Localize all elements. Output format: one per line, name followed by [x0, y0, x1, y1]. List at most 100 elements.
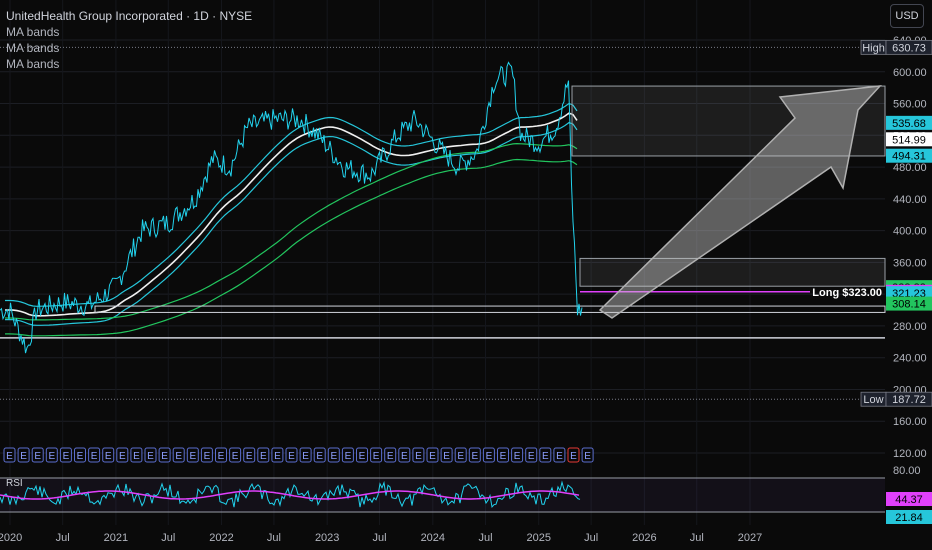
y-tick-label: 240.00 [893, 353, 927, 365]
y-tick-label: 160.00 [893, 416, 927, 428]
earnings-marker-label: E [175, 451, 182, 462]
indicator-ma-bands-2[interactable]: MA bands [6, 41, 60, 55]
x-tick-label: Jul [690, 532, 704, 544]
chart-legend: UnitedHealth Group Incorporated · 1D · N… [6, 8, 252, 72]
earnings-marker [45, 447, 58, 463]
earnings-marker [59, 447, 72, 463]
rsi-tick-label: 80.00 [893, 465, 921, 477]
earnings-marker-label: E [373, 451, 380, 462]
earnings-marker-label: E [34, 451, 41, 462]
ma-band-long-upper [5, 142, 578, 321]
earnings-marker [327, 447, 340, 463]
earnings-marker-label: E [6, 451, 13, 462]
earnings-marker-label: E [77, 451, 84, 462]
earnings-marker [215, 447, 227, 463]
rsi-label: RSI [6, 478, 23, 489]
earnings-marker-label: E [218, 451, 225, 462]
symbol-title[interactable]: UnitedHealth Group Incorporated · 1D · N… [6, 9, 253, 23]
x-tick-label: 2023 [315, 532, 339, 544]
earnings-marker [313, 447, 326, 463]
x-tick-label: 2024 [421, 532, 445, 544]
earnings-marker-label: E [345, 451, 352, 462]
x-tick-label: Jul [584, 532, 598, 544]
earnings-marker-label: E [500, 451, 507, 462]
earnings-marker-label: E [48, 451, 55, 462]
level-value: 630.73 [892, 42, 926, 54]
earnings-marker [356, 447, 368, 463]
earnings-marker-label: E [20, 451, 27, 462]
earnings-marker-label: E [471, 451, 478, 462]
earnings-marker-label: E [443, 451, 450, 462]
rsi-value-label-text: 21.84 [895, 512, 923, 524]
rsi-value-label [886, 510, 932, 524]
x-tick-label: Jul [373, 532, 387, 544]
rsi-ma-line [0, 490, 580, 500]
price-line [0, 61, 583, 354]
earnings-marker [130, 447, 143, 463]
earnings-marker [229, 447, 242, 463]
level-name: High [862, 42, 885, 54]
currency-button[interactable]: USD [890, 4, 924, 28]
rsi-line [0, 480, 581, 508]
earnings-marker [497, 447, 509, 463]
x-tick-label: 2027 [738, 532, 762, 544]
earnings-marker-label: E [246, 451, 253, 462]
earnings-marker-label: E [457, 451, 464, 462]
earnings-marker-label: E [514, 451, 521, 462]
x-tick-label: Jul [56, 532, 70, 544]
earnings-marker [468, 447, 481, 463]
price-label-text: 535.68 [892, 118, 926, 130]
y-tick-label: 480.00 [893, 162, 927, 174]
earnings-marker [17, 447, 30, 463]
earnings-marker [88, 447, 101, 463]
earnings-marker [285, 447, 298, 463]
earnings-marker-label: E [528, 451, 535, 462]
earnings-marker [539, 447, 552, 463]
earnings-marker-label: E [161, 451, 168, 462]
earnings-marker-label: E [415, 451, 422, 462]
earnings-marker-label: E [316, 451, 323, 462]
earnings-marker [200, 447, 213, 463]
earnings-marker [511, 447, 524, 463]
earnings-marker [426, 447, 439, 463]
earnings-marker-label: E [556, 451, 563, 462]
earnings-marker [398, 447, 411, 463]
earnings-marker-label: E [91, 451, 98, 462]
indicator-ma-bands-3[interactable]: MA bands [6, 57, 60, 71]
level-value: 187.72 [892, 394, 926, 406]
x-tick-label: 2020 [0, 532, 22, 544]
earnings-marker [243, 447, 256, 463]
ma-band-upper [5, 102, 578, 307]
earnings-marker-label: E [232, 451, 239, 462]
earnings-marker-label: E [288, 451, 295, 462]
price-label [886, 115, 932, 130]
earnings-marker-label: E [133, 451, 140, 462]
earnings-marker-label: E [105, 451, 112, 462]
x-tick-label: 2025 [526, 532, 550, 544]
entry-zone [579, 257, 886, 287]
earnings-marker-label: E [260, 451, 267, 462]
x-tick-label: 2026 [632, 532, 656, 544]
earnings-marker [186, 447, 199, 463]
y-tick-label: 560.00 [893, 99, 927, 111]
earnings-marker [370, 447, 383, 463]
earnings-marker-label: E [189, 451, 196, 462]
earnings-marker-label: E [486, 451, 493, 462]
rsi-value-label [886, 492, 932, 506]
earnings-marker [581, 447, 594, 463]
level-value-box [885, 39, 932, 55]
rsi-value-label-text: 44.37 [895, 494, 923, 506]
earnings-marker [299, 447, 312, 463]
ma-band-lower [5, 121, 578, 326]
earnings-marker [144, 447, 157, 463]
earnings-marker [271, 447, 284, 463]
x-tick-label: Jul [478, 532, 492, 544]
earnings-marker [454, 447, 467, 463]
earnings-marker-label: E [401, 451, 408, 462]
long-annotation: Long $323.00 [812, 287, 882, 299]
level-name: Low [863, 394, 883, 406]
earnings-marker-label: E [570, 451, 577, 462]
indicator-ma-bands-1[interactable]: MA bands [6, 25, 60, 39]
earnings-marker [482, 447, 495, 463]
